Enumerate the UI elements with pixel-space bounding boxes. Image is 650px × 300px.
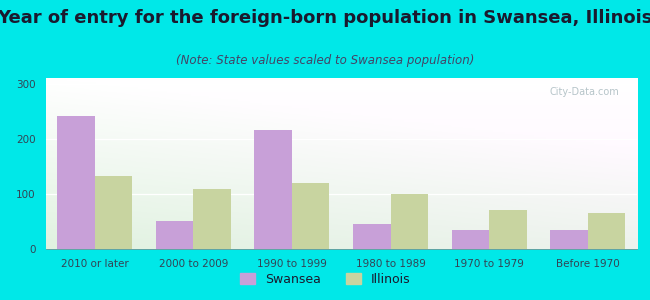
Bar	[194, 189, 231, 249]
Bar	[489, 210, 526, 249]
Bar	[156, 221, 194, 249]
Legend: Swansea, Illinois: Swansea, Illinois	[235, 268, 415, 291]
Bar	[588, 213, 625, 249]
Bar	[292, 183, 330, 249]
Bar	[255, 130, 292, 249]
Bar	[452, 230, 489, 249]
Text: Year of entry for the foreign-born population in Swansea, Illinois: Year of entry for the foreign-born popul…	[0, 9, 650, 27]
Bar	[57, 116, 95, 249]
Bar	[551, 230, 588, 249]
Text: City-Data.com: City-Data.com	[549, 86, 619, 97]
Bar	[353, 224, 391, 249]
Text: (Note: State values scaled to Swansea population): (Note: State values scaled to Swansea po…	[176, 54, 474, 67]
Bar	[391, 194, 428, 249]
Bar	[95, 176, 132, 249]
